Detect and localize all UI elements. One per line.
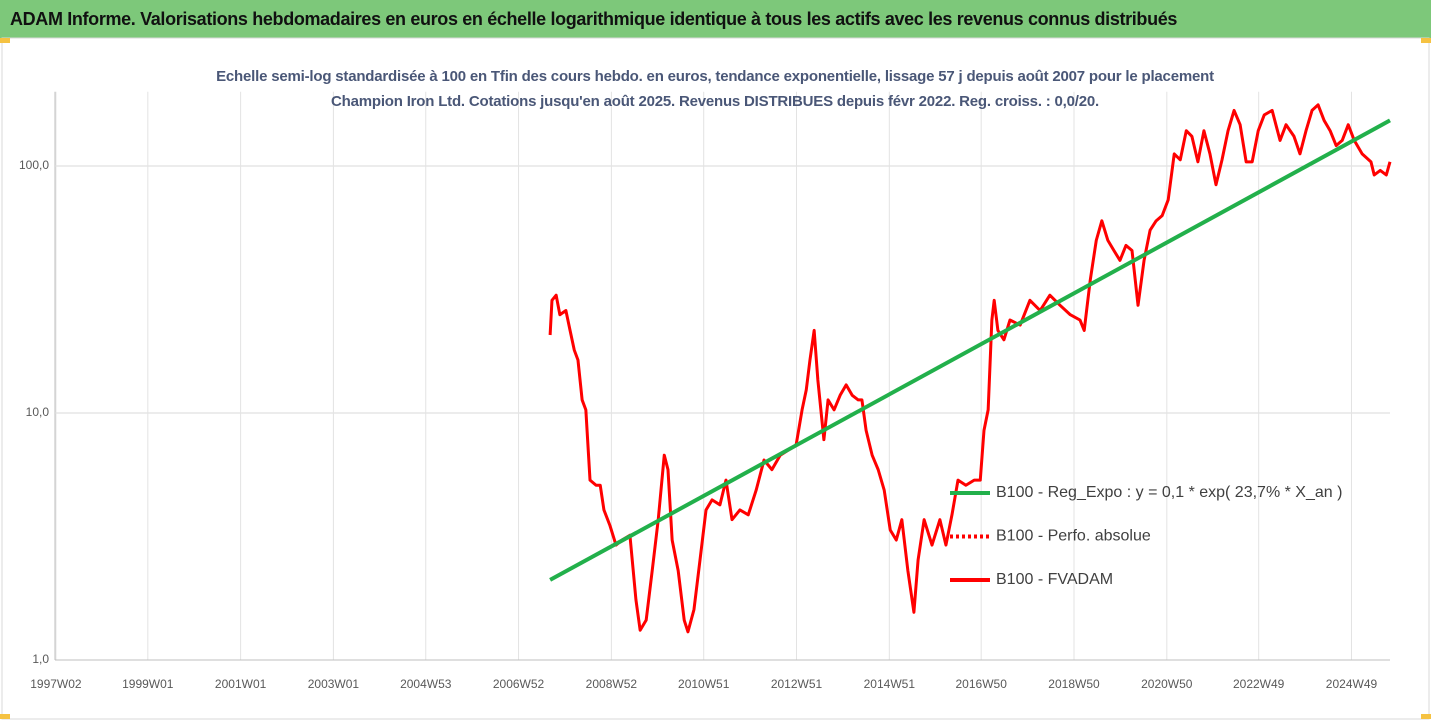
x-tick-label: 2001W01 — [215, 677, 267, 691]
legend-label: B100 - FVADAM — [996, 571, 1113, 588]
x-tick-label: 2018W50 — [1048, 677, 1100, 691]
line-series — [548, 103, 1392, 634]
line-series — [549, 118, 1391, 582]
corner-mark — [1421, 38, 1431, 43]
x-tick-label: 2012W51 — [771, 677, 823, 691]
corner-mark — [0, 714, 10, 719]
x-tick-label: 1997W02 — [30, 677, 82, 691]
chart-title: Echelle semi-log standardisée à 100 en T… — [216, 68, 1214, 110]
x-tick-label: 2004W53 — [400, 677, 452, 691]
x-tick-label: 2008W52 — [586, 677, 638, 691]
x-tick-label: 2016W50 — [956, 677, 1008, 691]
chart-frame — [1, 37, 1430, 720]
x-tick-label: 2020W50 — [1141, 677, 1193, 691]
header-band — [0, 0, 1431, 38]
corner-mark — [0, 38, 10, 43]
y-tick-label: 100,0 — [19, 158, 49, 172]
header-title: ADAM Informe. Valorisations hebdomadaire… — [10, 9, 1178, 29]
legend-label: B100 - Perfo. absolue — [996, 528, 1151, 545]
x-tick-label: 2014W51 — [864, 677, 916, 691]
y-tick-label: 10,0 — [26, 405, 50, 419]
x-tick-label: 2022W49 — [1233, 677, 1285, 691]
y-tick-label: 1,0 — [32, 652, 49, 666]
x-tick-label: 2003W01 — [308, 677, 360, 691]
x-tick-label: 2024W49 — [1326, 677, 1378, 691]
corner-mark — [1421, 714, 1431, 719]
x-tick-label: 2010W51 — [678, 677, 730, 691]
x-tick-label: 1999W01 — [122, 677, 174, 691]
x-tick-label: 2006W52 — [493, 677, 545, 691]
legend-label: B100 - Reg_Expo : y = 0,1 * exp( 23,7% *… — [996, 484, 1342, 501]
